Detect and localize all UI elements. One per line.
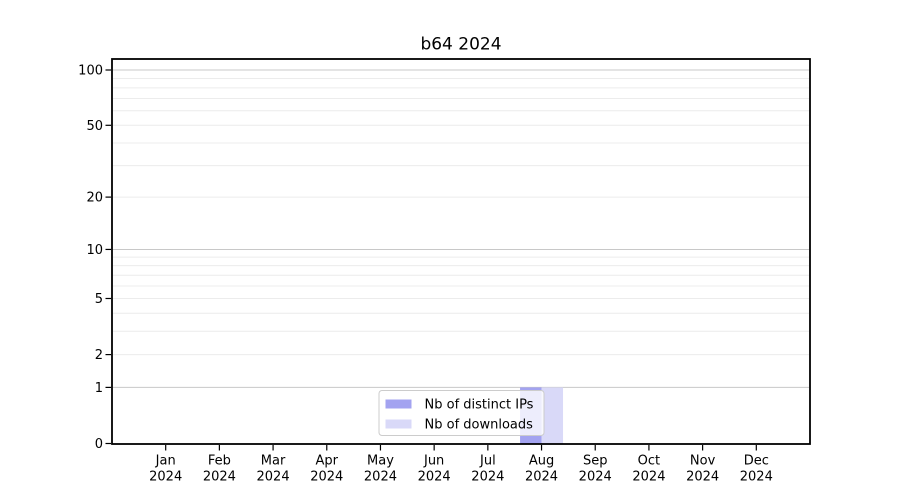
legend-swatch-downloads [385,419,412,429]
x-tick-label: Oct 2024 [632,454,665,485]
x-tick-label: Mar 2024 [257,454,290,485]
gridlines [113,69,809,388]
legend: Nb of distinct IPs Nb of downloads [378,390,545,436]
y-tick-label: 20 [86,191,103,206]
legend-label-downloads: Nb of downloads [425,418,534,433]
x-tick-label: Sep 2024 [579,454,612,485]
legend-swatch-distinct-ips [385,399,412,409]
y-tick-label: 1 [95,381,103,396]
x-tick-label: Apr 2024 [310,454,343,485]
y-tick-label: 2 [95,348,103,363]
x-tick-label: Jul 2024 [471,454,504,485]
legend-label-distinct-ips: Nb of distinct IPs [425,398,534,413]
x-tick-label: Feb 2024 [203,454,236,485]
y-tick-label: 10 [86,243,103,258]
plot-border [111,58,811,445]
y-axis-labels: 0 1 2 5 10 20 50 100 [78,64,103,453]
x-tick-label: Dec 2024 [740,454,773,485]
x-tick-label: May 2024 [364,454,397,485]
y-tick-label: 5 [95,292,103,307]
x-tick-label: Jun 2024 [418,454,451,485]
axis-ticks [105,69,757,451]
x-axis-labels: Jan 2024 Feb 2024 Mar 2024 Apr 2024 May 2024 Jun 20… [149,454,773,485]
y-tick-label: 100 [78,64,103,79]
chart-title: b64 2024 [420,35,501,55]
bar-downloads [541,387,564,444]
legend-box [378,390,545,436]
x-tick-label: Jan 2024 [149,454,182,485]
y-tick-label: 0 [95,437,103,452]
y-tick-label: 50 [86,119,103,134]
x-tick-label: Aug 2024 [525,454,558,485]
x-tick-label: Nov 2024 [686,454,719,485]
